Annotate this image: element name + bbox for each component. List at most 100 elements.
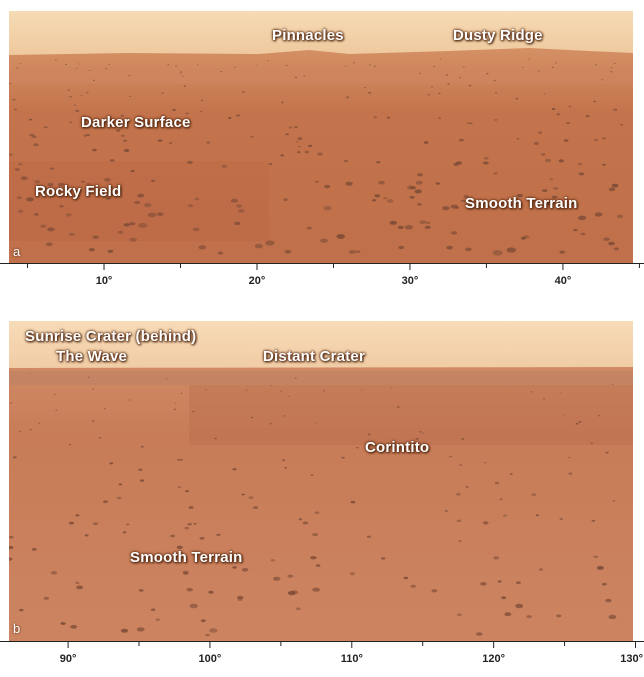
rock xyxy=(177,486,181,488)
rock xyxy=(29,429,32,431)
rock xyxy=(458,540,462,542)
rock xyxy=(177,458,181,461)
rock xyxy=(14,108,17,111)
rock xyxy=(285,65,288,66)
rock xyxy=(483,461,487,464)
rock xyxy=(20,176,28,181)
rock xyxy=(92,235,100,239)
rock xyxy=(426,221,431,224)
rock xyxy=(138,589,144,592)
rock xyxy=(248,496,254,499)
rock xyxy=(196,64,199,66)
rock xyxy=(424,225,431,229)
rock xyxy=(515,603,524,609)
scale-tick-label: 20° xyxy=(248,275,266,287)
rock xyxy=(543,398,546,400)
rock xyxy=(459,77,461,79)
rock xyxy=(86,182,90,185)
rock xyxy=(26,197,34,202)
rock xyxy=(302,521,309,525)
rock xyxy=(150,608,156,611)
rock xyxy=(214,437,217,440)
rock xyxy=(107,249,114,253)
rock xyxy=(522,66,524,68)
rock xyxy=(516,581,521,584)
rock xyxy=(526,615,532,619)
rock xyxy=(217,251,224,255)
rock xyxy=(91,420,95,422)
rock xyxy=(136,120,140,123)
rock xyxy=(47,182,54,187)
rock xyxy=(533,142,539,145)
rock xyxy=(280,390,283,392)
rock xyxy=(438,92,441,95)
rock xyxy=(120,114,125,117)
rock xyxy=(545,202,552,206)
rock xyxy=(552,195,558,199)
rock xyxy=(323,390,326,392)
rock xyxy=(415,437,419,440)
rock xyxy=(480,582,487,586)
rock xyxy=(406,185,415,190)
rock xyxy=(444,509,449,512)
rock xyxy=(345,181,353,186)
rock xyxy=(336,234,346,239)
rock xyxy=(294,76,298,79)
rock xyxy=(287,574,294,578)
rock xyxy=(156,212,164,217)
rock xyxy=(123,139,128,142)
rock xyxy=(254,243,263,249)
rock xyxy=(287,591,296,596)
rock xyxy=(92,79,96,81)
rock xyxy=(465,247,472,252)
scale-tick-label: 130° xyxy=(620,653,643,665)
rock xyxy=(157,139,163,143)
rock xyxy=(598,415,601,417)
rocks-b xyxy=(9,373,617,637)
rock xyxy=(549,200,554,203)
rock xyxy=(67,89,71,91)
rock xyxy=(558,159,565,163)
rock xyxy=(431,86,434,88)
rock xyxy=(102,500,109,504)
rock xyxy=(128,95,131,97)
rock xyxy=(87,376,90,378)
rock xyxy=(493,80,496,82)
azimuth-scale-a: 10° 20° 30° 40° xyxy=(0,263,644,299)
rock xyxy=(280,154,285,157)
rock xyxy=(281,102,284,104)
rock xyxy=(180,70,182,72)
rock xyxy=(368,92,372,94)
rock xyxy=(9,82,12,85)
rock xyxy=(182,570,189,574)
rock xyxy=(19,63,22,64)
rock xyxy=(616,214,624,219)
rock xyxy=(374,65,377,67)
rock xyxy=(459,464,463,466)
rock xyxy=(205,389,208,391)
rock xyxy=(111,193,116,196)
rock xyxy=(17,209,24,213)
rock xyxy=(482,521,489,525)
rock xyxy=(367,535,371,538)
rock xyxy=(578,421,582,423)
rock xyxy=(596,565,604,570)
rock xyxy=(553,186,559,190)
rock xyxy=(563,139,569,142)
rock xyxy=(593,100,596,103)
rock xyxy=(43,596,50,600)
rock xyxy=(610,71,613,73)
rock xyxy=(75,109,80,112)
rock xyxy=(180,392,183,394)
rock xyxy=(344,160,349,163)
rock xyxy=(409,195,415,199)
rock xyxy=(184,526,190,530)
scale-tick-label: 110° xyxy=(340,653,363,665)
rock xyxy=(620,123,624,126)
rock xyxy=(140,445,144,448)
rock xyxy=(295,140,299,143)
rock xyxy=(45,242,53,247)
rock xyxy=(315,422,318,424)
rock xyxy=(469,122,473,125)
rock xyxy=(81,180,85,183)
